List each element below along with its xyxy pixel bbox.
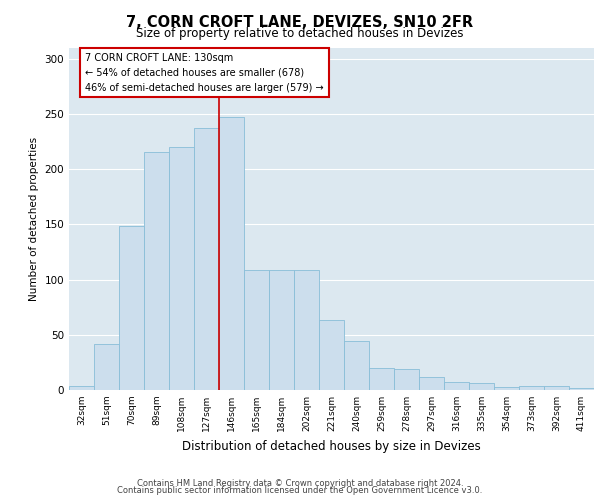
Text: 7, CORN CROFT LANE, DEVIZES, SN10 2FR: 7, CORN CROFT LANE, DEVIZES, SN10 2FR (127, 15, 473, 30)
Bar (269, 270, 294, 390)
Bar (244, 270, 269, 390)
Bar (369, 368, 394, 390)
Bar (144, 152, 169, 390)
Bar (519, 386, 544, 390)
Bar (394, 369, 419, 390)
Bar (294, 270, 319, 390)
Bar (569, 388, 594, 390)
Text: Contains HM Land Registry data © Crown copyright and database right 2024.: Contains HM Land Registry data © Crown c… (137, 478, 463, 488)
Bar (169, 147, 194, 390)
Bar (469, 384, 494, 390)
Bar (94, 344, 119, 390)
Bar (119, 226, 144, 390)
X-axis label: Distribution of detached houses by size in Devizes: Distribution of detached houses by size … (182, 440, 481, 452)
Bar (69, 386, 94, 390)
Bar (194, 128, 219, 390)
Bar (494, 386, 519, 390)
Bar (344, 342, 369, 390)
Bar (219, 117, 244, 390)
Text: 7 CORN CROFT LANE: 130sqm
← 54% of detached houses are smaller (678)
46% of semi: 7 CORN CROFT LANE: 130sqm ← 54% of detac… (85, 53, 324, 92)
Bar (544, 386, 569, 390)
Bar (444, 382, 469, 390)
Text: Contains public sector information licensed under the Open Government Licence v3: Contains public sector information licen… (118, 486, 482, 495)
Bar (319, 320, 344, 390)
Y-axis label: Number of detached properties: Number of detached properties (29, 136, 39, 301)
Text: Size of property relative to detached houses in Devizes: Size of property relative to detached ho… (136, 28, 464, 40)
Bar (419, 376, 444, 390)
